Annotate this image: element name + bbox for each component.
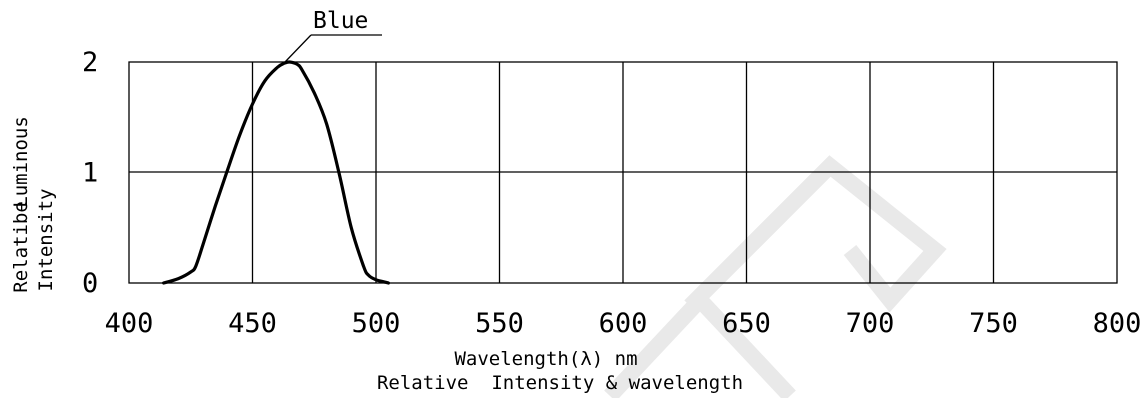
- y-tick-labels: 0 1 2: [82, 47, 98, 299]
- x-axis-label: Wavelength(λ) nm: [454, 348, 637, 370]
- plot-grid: [128, 61, 1118, 284]
- chart-caption: Relative Intensity & wavelength: [377, 372, 743, 394]
- x-tick-label-600: 600: [599, 308, 648, 339]
- x-tick-label-650: 650: [722, 308, 771, 339]
- y-axis-label-luminous: Luminous: [10, 116, 32, 208]
- series-line-blue: [162, 60, 390, 285]
- x-tick-labels: 400 450 500 550 600 650 700 750 800: [105, 308, 1142, 339]
- y-tick-label-0: 0: [82, 268, 98, 299]
- x-tick-label-800: 800: [1093, 308, 1142, 339]
- x-tick-label-450: 450: [228, 308, 277, 339]
- series-label-blue: Blue: [313, 8, 368, 34]
- watermark-logo: [604, 155, 947, 398]
- y-axis-label-relatibe: Relatibe: [10, 201, 32, 293]
- x-tick-label-400: 400: [105, 308, 154, 339]
- series-annotation: Blue: [284, 8, 382, 63]
- x-tick-label-700: 700: [846, 308, 895, 339]
- y-axis-label-intensity: Intensity: [35, 189, 57, 292]
- x-tick-label-750: 750: [969, 308, 1018, 339]
- x-tick-label-550: 550: [475, 308, 524, 339]
- y-tick-label-1: 1: [82, 158, 98, 189]
- annotation-leader-line: [284, 34, 312, 63]
- x-tick-label-500: 500: [352, 308, 401, 339]
- series-layer: [162, 60, 390, 285]
- y-tick-label-2: 2: [82, 47, 98, 78]
